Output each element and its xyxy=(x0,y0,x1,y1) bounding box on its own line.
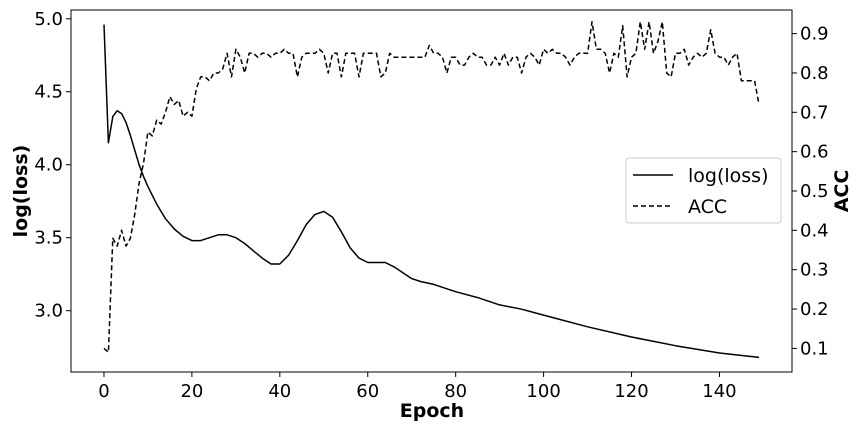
left-y-tick-label: 5.0 xyxy=(34,9,63,30)
right-y-axis-ticks: 0.1 0.2 0.3 0.4 0.5 0.6 0.7 0.8 0.9 xyxy=(792,24,829,359)
right-y-tick-label: 0.3 xyxy=(800,260,829,281)
loss-series-line xyxy=(103,24,760,359)
left-y-axis-ticks: 3.0 3.5 4.0 4.5 5.0 xyxy=(34,9,71,322)
x-tick-label: 140 xyxy=(702,381,736,402)
x-tick-label: 0 xyxy=(98,381,109,402)
left-y-tick-label: 3.5 xyxy=(34,228,63,249)
right-y-tick-label: 0.4 xyxy=(800,220,829,241)
right-y-axis-title: ACC xyxy=(831,170,853,213)
right-y-tick-label: 0.9 xyxy=(800,24,829,45)
x-axis-title: Epoch xyxy=(400,400,464,422)
x-tick-label: 20 xyxy=(180,381,203,402)
series-layer xyxy=(103,21,760,359)
x-axis-ticks: 0 20 40 60 80 100 120 140 xyxy=(98,372,737,402)
legend-label-loss: log(loss) xyxy=(688,165,769,187)
right-y-tick-label: 0.5 xyxy=(800,181,829,202)
left-y-tick-label: 4.5 xyxy=(34,82,63,103)
right-y-tick-label: 0.6 xyxy=(800,142,829,163)
x-tick-label: 60 xyxy=(356,381,379,402)
acc-series-line xyxy=(103,21,760,354)
right-y-tick-label: 0.2 xyxy=(800,299,829,320)
x-tick-label: 100 xyxy=(526,381,560,402)
x-tick-label: 80 xyxy=(444,381,467,402)
legend: log(loss) ACC xyxy=(625,157,782,224)
left-y-tick-label: 4.0 xyxy=(34,155,63,176)
legend-label-acc: ACC xyxy=(688,196,727,218)
right-y-tick-label: 0.1 xyxy=(800,338,829,359)
right-y-tick-label: 0.8 xyxy=(800,63,829,84)
x-tick-label: 40 xyxy=(268,381,291,402)
x-tick-label: 120 xyxy=(614,381,648,402)
right-y-tick-label: 0.7 xyxy=(800,102,829,123)
left-y-tick-label: 3.0 xyxy=(34,301,63,322)
left-y-axis-title: log(loss) xyxy=(10,145,32,238)
